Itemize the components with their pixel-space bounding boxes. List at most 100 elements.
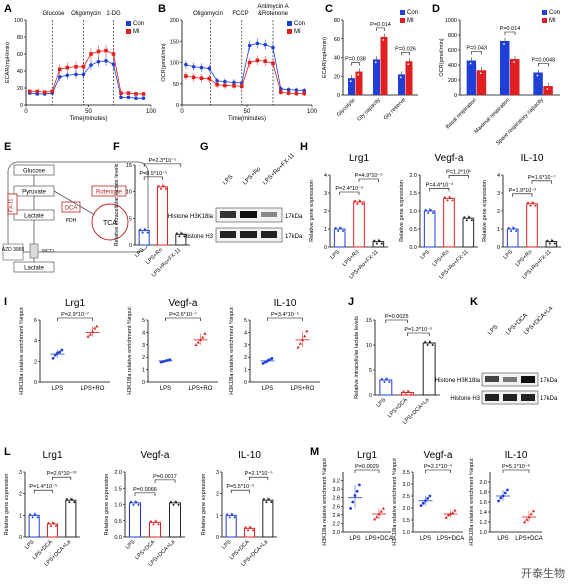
y-tick-label: 20 [334, 74, 340, 80]
x-tick-label: LPS [221, 539, 233, 551]
blot-K-row-1: Histone H3K18la [435, 378, 481, 384]
y-tick-label: 2.4 [332, 513, 340, 519]
blot-G-row-2: Histone H3 [183, 234, 213, 240]
data-point [130, 500, 132, 503]
data-point [232, 84, 236, 88]
data-point [465, 219, 468, 222]
chart-panel-L2: 0.0 0.5 1.0 1.5 2.0 Relative gene expression V… [104, 450, 185, 568]
data-point [240, 84, 244, 89]
y-tick-label: 0 [337, 93, 340, 99]
data-point [499, 496, 503, 500]
y-tick-label: 60 [17, 52, 23, 58]
data-point [266, 359, 269, 363]
data-point [134, 96, 138, 100]
data-point [510, 230, 513, 232]
data-point [342, 230, 345, 232]
significance-bracket [143, 176, 163, 180]
x-tick-label: LPS+DCA [365, 536, 393, 542]
x-tick-label: LPS [262, 386, 273, 392]
data-point [137, 503, 140, 506]
blot-K-kda-2: 17kDa [540, 396, 558, 402]
y-tick-label: 4 [34, 339, 37, 345]
watermark-text: 开泰生物 [521, 567, 565, 580]
chart-panel-M2: 1.0 1.5 2.0 2.5 3.0 3.5 H3K18la relative enric… [392, 450, 464, 546]
y-tick-label: 150 [170, 39, 179, 45]
data-point [353, 494, 357, 497]
data-point [226, 513, 229, 516]
data-point [448, 512, 453, 516]
bar [462, 217, 475, 248]
y-tick-label: 0 [497, 245, 500, 251]
data-point [407, 390, 410, 393]
chart-title: Lrg1 [65, 298, 85, 309]
y-tick-label: 2.0 [332, 530, 340, 536]
y-tick-label: 1.5 [114, 486, 122, 492]
bar [476, 70, 487, 95]
p-value-label: P=4.4*10⁻³ [426, 182, 454, 188]
x-tick-label: LPS+Ro [432, 249, 451, 268]
data-point [228, 516, 231, 519]
legend-label: MI [549, 18, 556, 24]
chart-panel-D: 0 200 400 600 800 1000 OCR(pmol/min) D P=0.043 P=… [432, 3, 560, 147]
chart-panel-B: 0 50 100 150 200 OCR(pmol/min) B 0 50 100 Time(min… [158, 3, 318, 122]
y-tick-label: 100 [170, 61, 179, 67]
data-point [170, 500, 172, 503]
y-tick-label: 40 [17, 69, 23, 75]
x-tick-label: LPS+RO [81, 386, 105, 392]
data-point [349, 507, 352, 510]
data-point [232, 80, 236, 85]
data-point [74, 64, 78, 69]
significance-bracket [134, 492, 156, 496]
data-point [553, 242, 556, 245]
chart-panel-M3: 1.0 1.2 1.4 1.6 1.8 2.0 H3K18la relative enric… [469, 450, 543, 546]
y-tick-label: 0 [369, 393, 372, 399]
p-value-label: P=0.014 [370, 22, 391, 28]
data-point [515, 230, 518, 232]
data-point [160, 187, 162, 190]
bar [466, 60, 477, 95]
panel-letter: H [300, 141, 308, 153]
data-point [470, 219, 473, 222]
y-tick-label: 0.0 [114, 535, 122, 541]
data-point [402, 390, 405, 393]
data-point [449, 196, 451, 199]
legend-label: Con [133, 21, 144, 27]
significance-bracket [143, 163, 182, 167]
legend-swatch [542, 18, 547, 23]
data-point [286, 87, 291, 92]
p-value-label: P=3.4*10⁻⁵ [271, 311, 299, 318]
data-point [407, 63, 410, 66]
panel-letter: A [4, 3, 12, 15]
legend-swatch [287, 29, 292, 34]
x-tick-label: LPS+DCA [437, 536, 465, 542]
data-point [551, 239, 554, 242]
significance-bracket [339, 191, 360, 195]
data-point [302, 88, 307, 93]
data-point [146, 231, 149, 234]
y-tick-label: 800 [448, 33, 457, 39]
data-point [74, 72, 78, 77]
significance-bracket [249, 476, 269, 481]
bar [156, 186, 169, 246]
bar [423, 210, 436, 248]
data-point [525, 517, 529, 521]
y-tick-label: 2.5 [402, 494, 410, 500]
data-point [57, 75, 62, 79]
y-tick-label: 1 [497, 227, 500, 233]
y-tick-label: 3.0 [402, 482, 410, 488]
p-value-label: P=0.026 [395, 46, 416, 52]
significance-bracket [52, 476, 72, 481]
data-point [503, 491, 507, 495]
y-axis-label: Relative gene expression [309, 180, 315, 242]
data-point [175, 500, 177, 503]
data-point [134, 92, 138, 96]
y-tick-label: 2.0 [114, 470, 122, 476]
y-tick-label: 4 [142, 330, 145, 336]
legend-label: MI [133, 29, 140, 35]
chart-title: Vegf-a [141, 450, 170, 461]
p-value-label: P=5.1*10⁻⁶ [502, 463, 530, 470]
significance-bracket [531, 180, 552, 184]
y-tick-label: 80 [17, 35, 23, 41]
y-axis-label: ECAR(mpH/min) [322, 37, 328, 78]
p-value-label: P=0.0017 [153, 474, 177, 480]
